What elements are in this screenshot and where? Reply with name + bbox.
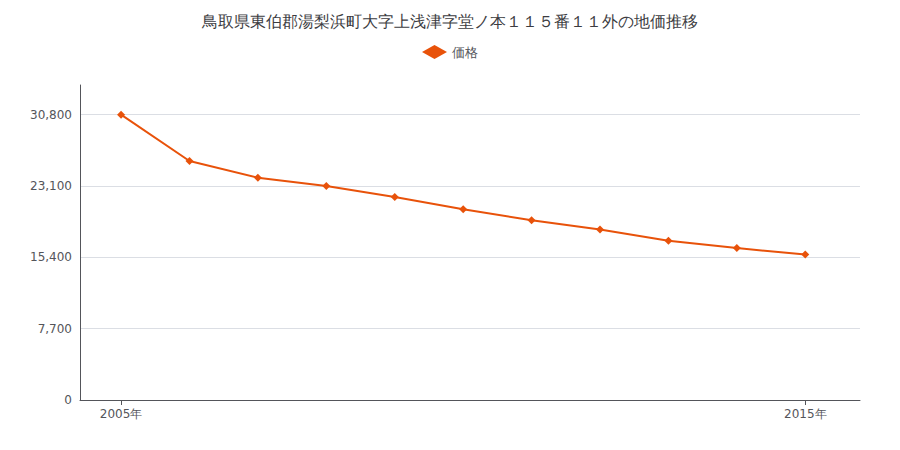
svg-text:0: 0 [64, 393, 72, 407]
svg-text:15,400: 15,400 [30, 250, 72, 264]
svg-text:価格: 価格 [452, 45, 478, 60]
svg-text:7,700: 7,700 [38, 322, 72, 336]
svg-text:鳥取県東伯郡湯梨浜町大字上浅津字堂ノ本１１５番１１外の地価推: 鳥取県東伯郡湯梨浜町大字上浅津字堂ノ本１１５番１１外の地価推移 [201, 12, 698, 31]
svg-text:30,800: 30,800 [30, 108, 72, 122]
svg-text:2005年: 2005年 [100, 407, 143, 421]
svg-text:23,100: 23,100 [30, 179, 72, 193]
svg-text:2015年: 2015年 [784, 407, 827, 421]
